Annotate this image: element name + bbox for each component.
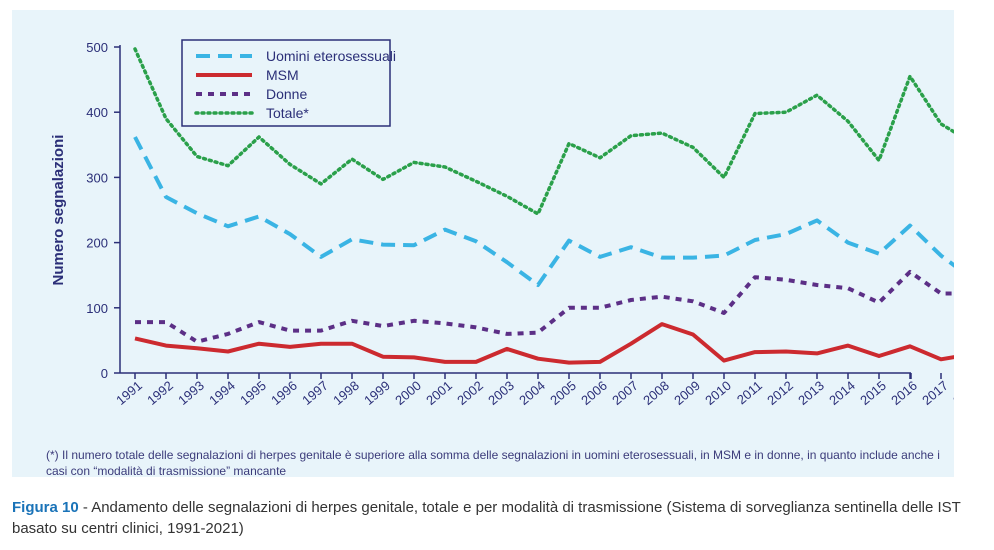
x-tick-label: 1992 bbox=[144, 378, 176, 408]
x-tick-label: 2014 bbox=[826, 378, 858, 408]
x-tick-label: 2008 bbox=[640, 378, 672, 408]
chart-footnote: (*) Il numero totale delle segnalazioni … bbox=[46, 448, 940, 478]
x-tick-label: 1994 bbox=[206, 378, 238, 408]
x-tick-label: 2011 bbox=[734, 378, 765, 407]
legend-label: Donne bbox=[266, 86, 307, 102]
series-donne bbox=[135, 269, 954, 344]
series-msm bbox=[134, 322, 954, 365]
x-tick-label: 1995 bbox=[237, 378, 269, 408]
x-tick-label: 2007 bbox=[609, 378, 641, 408]
x-tick-label: 1997 bbox=[299, 378, 331, 408]
legend-label: MSM bbox=[266, 67, 299, 83]
x-tick-label: 2012 bbox=[764, 378, 796, 408]
x-tick-label: 1991 bbox=[113, 378, 145, 408]
x-tick-label: 2010 bbox=[702, 378, 734, 408]
y-tick-label: 300 bbox=[86, 170, 108, 185]
x-tick-label: 2003 bbox=[485, 378, 517, 408]
x-tick-label: 2006 bbox=[578, 378, 610, 408]
x-tick-label: 2016 bbox=[888, 378, 920, 408]
y-tick-label: 200 bbox=[86, 236, 108, 251]
x-tick-label: 2017 bbox=[919, 378, 951, 408]
series-totale bbox=[133, 47, 954, 216]
x-tick-label: 1993 bbox=[175, 378, 207, 408]
x-tick-label: 1996 bbox=[268, 378, 300, 408]
legend-label: Totale* bbox=[266, 105, 309, 121]
x-tick-label: 2009 bbox=[671, 378, 703, 408]
x-tick-label: 1999 bbox=[361, 378, 393, 408]
x-tick-label: 2013 bbox=[795, 378, 827, 408]
x-tick-label: 2001 bbox=[423, 378, 455, 408]
figure-caption: Figura 10 - Andamento delle segnalazioni… bbox=[12, 497, 962, 539]
y-tick-label: 100 bbox=[86, 301, 108, 316]
x-tick-label: 2004 bbox=[516, 378, 548, 408]
x-tick-label: 1998 bbox=[330, 378, 362, 408]
y-tick-label: 500 bbox=[86, 40, 108, 55]
legend-label: Uomini eterosessuali bbox=[266, 48, 396, 64]
y-axis-title: Numero segnalazioni bbox=[50, 135, 67, 286]
figure-label: Figura 10 bbox=[12, 499, 79, 516]
y-tick-label: 400 bbox=[86, 105, 108, 120]
x-tick-label: 2000 bbox=[392, 378, 424, 408]
x-tick-label: 2018 bbox=[950, 378, 954, 408]
series-uomini-eterosessuali bbox=[133, 136, 954, 287]
x-tick-label: 2002 bbox=[454, 378, 486, 408]
figure-caption-text: - Andamento delle segnalazioni di herpes… bbox=[12, 499, 961, 537]
x-tick-label: 2005 bbox=[547, 378, 579, 408]
chart-panel: 0 100 200 300 400 500 Numero segnalazioni 1991 1… bbox=[12, 10, 954, 478]
y-tick-label: 0 bbox=[101, 366, 108, 381]
x-tick-label: 2015 bbox=[857, 378, 889, 408]
